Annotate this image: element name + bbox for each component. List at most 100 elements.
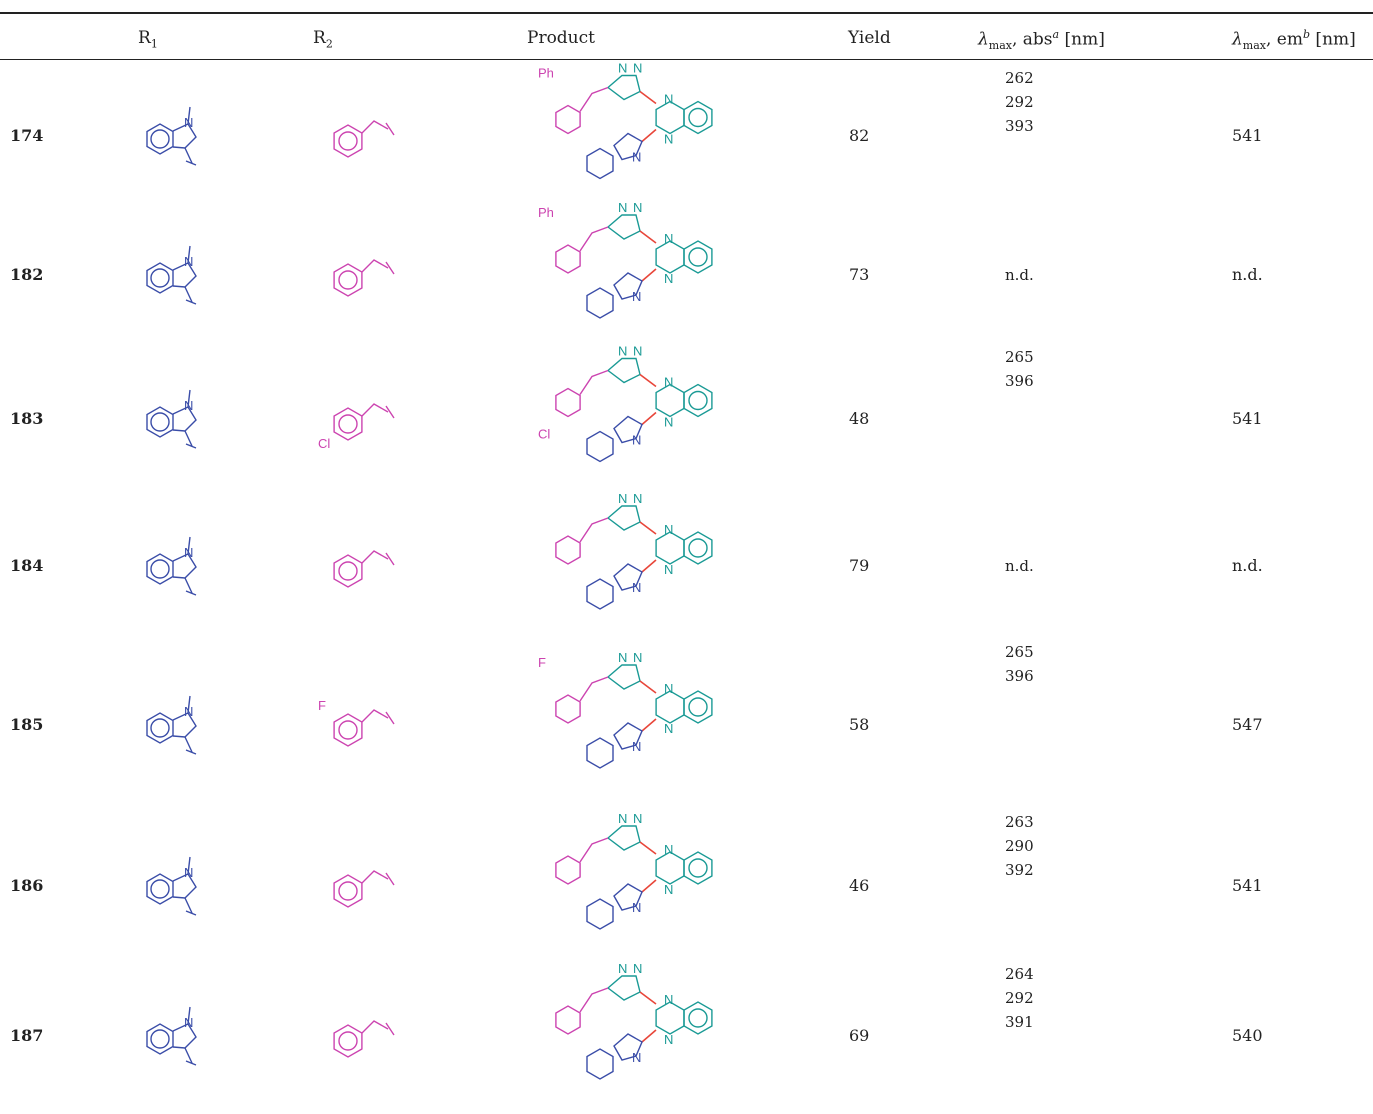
- yield-value: 69: [849, 1026, 870, 1045]
- nitrogen-label: N: [664, 271, 673, 286]
- yield-value: 48: [849, 408, 870, 428]
- nitrogen-label: N: [664, 132, 673, 147]
- table-row: 186 46 263 290 392 541 N N N N N N: [0, 810, 1373, 962]
- em-value: n.d.: [1232, 265, 1263, 284]
- yield-value: 82: [849, 125, 870, 145]
- table-row: 184 79 n.d. n.d. N N N N N N: [0, 491, 1373, 640]
- nitrogen-label: N: [633, 200, 642, 215]
- abs-values: 262 292 393: [1005, 66, 1034, 138]
- nitrogen-label: N: [664, 562, 673, 577]
- abs-value: 265: [1005, 348, 1034, 366]
- abs-value: 262: [1005, 69, 1034, 87]
- table-caption: [0, 0, 1373, 6]
- yield-value: 58: [849, 715, 870, 734]
- r2-substituent-label: F: [318, 698, 326, 713]
- em-value: 541: [1232, 876, 1263, 895]
- r1-structure: N: [146, 536, 197, 596]
- abs-value: 396: [1005, 372, 1034, 390]
- compound-id: 184: [10, 556, 44, 575]
- nitrogen-label: N: [618, 491, 627, 506]
- compound-id: 174: [10, 125, 44, 145]
- abs-value: 264: [1005, 965, 1034, 983]
- nitrogen-label: N: [184, 704, 193, 719]
- table-row: 187 69 264 292 391 540 N N N N N N: [0, 961, 1373, 1110]
- nitrogen-label: N: [633, 491, 642, 506]
- product-substituent-label: Ph: [538, 66, 554, 81]
- abs-value: 263: [1005, 813, 1034, 831]
- r1-structure: N: [146, 1006, 197, 1066]
- compound-id: 186: [10, 876, 44, 895]
- em-value: 540: [1232, 1026, 1263, 1045]
- abs-value: 391: [1005, 1013, 1034, 1031]
- yield-value: 79: [849, 556, 870, 575]
- nitrogen-label: N: [632, 580, 641, 595]
- table-row: 185 58 265 396 547 N F N N N N N F: [0, 640, 1373, 810]
- r1-structure: N: [146, 245, 197, 305]
- nitrogen-label: N: [618, 811, 627, 826]
- abs-values: 265 396: [1005, 640, 1034, 688]
- abs-value: n.d.: [1005, 557, 1034, 575]
- product-substituent-label: Cl: [538, 427, 550, 442]
- nitrogen-label: N: [632, 739, 641, 754]
- product-substituent-label: Ph: [538, 205, 554, 220]
- abs-value: 393: [1005, 117, 1034, 135]
- r1-structure: N: [146, 856, 197, 916]
- nitrogen-label: N: [618, 650, 627, 665]
- header-r1: R1: [138, 28, 158, 51]
- em-value: 547: [1232, 715, 1263, 734]
- nitrogen-label: N: [633, 961, 642, 976]
- r1-structure: N: [146, 106, 197, 166]
- r2-structure: [333, 870, 395, 908]
- nitrogen-label: N: [184, 545, 193, 560]
- compound-id: 187: [10, 1026, 44, 1045]
- nitrogen-label: N: [618, 961, 627, 976]
- r1-structure: N: [146, 695, 197, 755]
- yield-value: 46: [849, 876, 870, 895]
- abs-values: n.d.: [1005, 263, 1034, 287]
- nitrogen-label: N: [664, 522, 673, 537]
- header-yield: Yield: [848, 28, 891, 48]
- abs-value: 292: [1005, 93, 1034, 111]
- r2-structure: F: [318, 698, 395, 747]
- r2-structure: [333, 119, 395, 158]
- header-em: λmax, emb [nm]: [1232, 28, 1356, 53]
- table-row: 182 73 n.d. n.d. N N N N N N Ph: [0, 200, 1373, 345]
- compound-id: 185: [10, 715, 44, 734]
- nitrogen-label: N: [664, 92, 673, 107]
- nitrogen-label: N: [633, 344, 642, 359]
- nitrogen-label: N: [664, 721, 673, 736]
- em-value: n.d.: [1232, 556, 1263, 575]
- table-row: 183 48 265 396 541 N Cl N N N N N Cl: [0, 344, 1373, 492]
- abs-value: n.d.: [1005, 266, 1034, 284]
- nitrogen-label: N: [664, 681, 673, 696]
- abs-values: 265 396: [1005, 345, 1034, 393]
- nitrogen-label: N: [664, 375, 673, 390]
- table-header-rule: [0, 59, 1373, 60]
- nitrogen-label: N: [632, 1050, 641, 1065]
- nitrogen-label: N: [664, 992, 673, 1007]
- em-value: 541: [1232, 125, 1263, 145]
- abs-value: 292: [1005, 989, 1034, 1007]
- nitrogen-label: N: [618, 344, 627, 359]
- product-substituent-label: F: [538, 655, 546, 670]
- compound-id: 183: [10, 408, 44, 428]
- nitrogen-label: N: [184, 398, 193, 413]
- nitrogen-label: N: [184, 115, 193, 130]
- r2-structure: [333, 1020, 395, 1058]
- nitrogen-label: N: [184, 1015, 193, 1030]
- abs-values: 264 292 391: [1005, 962, 1034, 1034]
- abs-values: 263 290 392: [1005, 810, 1034, 882]
- nitrogen-label: N: [633, 811, 642, 826]
- abs-values: n.d.: [1005, 554, 1034, 578]
- em-value: 541: [1232, 408, 1263, 428]
- r2-structure: [333, 259, 395, 297]
- nitrogen-label: N: [664, 231, 673, 246]
- r1-structure: N: [146, 389, 197, 449]
- nitrogen-label: N: [632, 900, 641, 915]
- yield-value: 73: [849, 265, 870, 284]
- abs-value: 396: [1005, 667, 1034, 685]
